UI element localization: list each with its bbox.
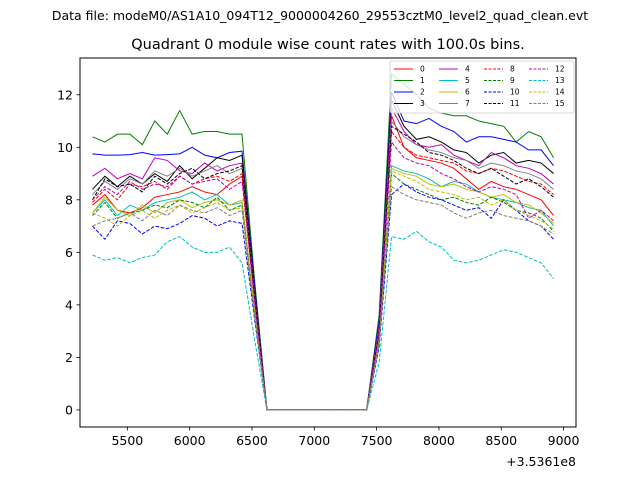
x-tick-label: 7500	[361, 433, 393, 448]
legend-label-0: 0	[420, 65, 425, 74]
series-line-7	[92, 119, 554, 411]
legend-label-14: 14	[555, 88, 565, 97]
legend-label-12: 12	[555, 65, 565, 74]
y-tick-label: 0	[65, 402, 73, 417]
x-tick-label: 8000	[423, 433, 455, 448]
data-file-caption: Data file: modeM0/AS1A10_094T12_90000042…	[52, 8, 588, 23]
series-line-8	[92, 130, 554, 411]
legend-label-8: 8	[510, 65, 515, 74]
y-tick-label: 10	[57, 140, 73, 155]
series-line-10	[92, 183, 554, 411]
series-line-12	[92, 140, 554, 411]
legend-label-7: 7	[465, 99, 470, 108]
x-tick-label: 6500	[236, 433, 268, 448]
legend-label-11: 11	[510, 99, 520, 108]
series-line-13	[92, 230, 554, 411]
legend-label-1: 1	[420, 76, 425, 85]
series-line-11	[92, 125, 554, 411]
y-tick-label: 4	[65, 297, 73, 312]
x-tick-label: 7000	[298, 433, 330, 448]
legend-label-5: 5	[465, 76, 470, 85]
series-line-9	[92, 172, 554, 411]
legend-label-2: 2	[420, 88, 425, 97]
y-axis: 0 2 4 6 8 10 12	[57, 87, 80, 417]
x-tick-label: 8500	[485, 433, 517, 448]
series-line-3	[92, 99, 554, 411]
plot-area	[92, 72, 555, 411]
chart-title: Quadrant 0 module wise count rates with …	[131, 37, 525, 53]
legend-label-3: 3	[420, 99, 425, 108]
legend-label-13: 13	[555, 76, 565, 85]
series-line-2	[92, 91, 554, 411]
axes-frame	[79, 57, 577, 428]
x-tick-label: 5500	[111, 433, 143, 448]
legend-box	[389, 60, 575, 114]
series-line-4	[92, 106, 554, 411]
y-tick-label: 12	[57, 87, 73, 102]
legend-label-10: 10	[510, 88, 520, 97]
legend-label-4: 4	[465, 65, 470, 74]
x-tick-label: 9000	[548, 433, 580, 448]
y-tick-label: 2	[65, 350, 73, 365]
x-tick-label: 6000	[174, 433, 206, 448]
series-line-6	[92, 167, 554, 411]
y-tick-label: 6	[65, 245, 73, 260]
x-axis: 5500 6000 6500 7000 7500 8000 8500 9000	[111, 427, 579, 448]
legend-label-9: 9	[510, 76, 515, 85]
legend-label-15: 15	[555, 99, 565, 108]
series-line-1	[92, 72, 555, 411]
y-tick-label: 8	[65, 192, 73, 207]
series-line-5	[92, 164, 554, 411]
x-axis-offset-label: +3.5361e8	[506, 454, 576, 469]
legend-label-6: 6	[465, 88, 470, 97]
series-line-15	[92, 185, 554, 411]
